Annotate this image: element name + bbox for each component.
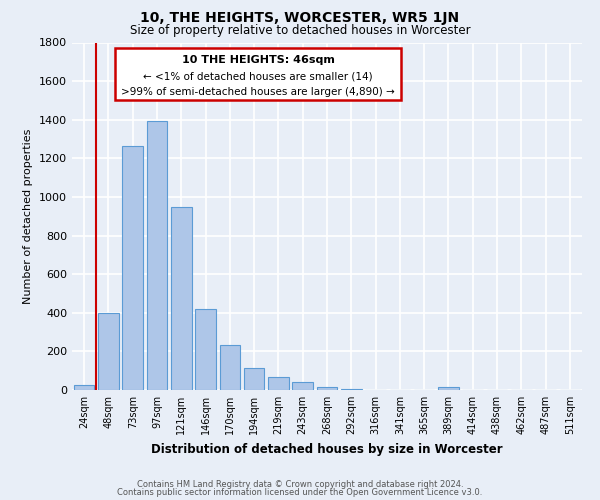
- Text: ← <1% of detached houses are smaller (14): ← <1% of detached houses are smaller (14…: [143, 72, 373, 82]
- Text: >99% of semi-detached houses are larger (4,890) →: >99% of semi-detached houses are larger …: [121, 87, 395, 97]
- Bar: [317, 387, 337, 390]
- Text: 10 THE HEIGHTS: 46sqm: 10 THE HEIGHTS: 46sqm: [182, 54, 335, 64]
- Bar: [122, 146, 143, 390]
- Bar: [220, 344, 240, 390]
- Bar: [171, 206, 191, 390]
- Bar: [74, 385, 94, 390]
- X-axis label: Distribution of detached houses by size in Worcester: Distribution of detached houses by size …: [151, 442, 503, 456]
- Text: Contains HM Land Registry data © Crown copyright and database right 2024.: Contains HM Land Registry data © Crown c…: [137, 480, 463, 489]
- Text: Contains public sector information licensed under the Open Government Licence v3: Contains public sector information licen…: [118, 488, 482, 497]
- Text: 10, THE HEIGHTS, WORCESTER, WR5 1JN: 10, THE HEIGHTS, WORCESTER, WR5 1JN: [140, 11, 460, 25]
- Bar: [268, 378, 289, 390]
- Bar: [98, 313, 119, 390]
- Bar: [146, 120, 167, 390]
- Bar: [292, 382, 313, 390]
- Y-axis label: Number of detached properties: Number of detached properties: [23, 128, 34, 304]
- Text: Size of property relative to detached houses in Worcester: Size of property relative to detached ho…: [130, 24, 470, 37]
- Bar: [341, 389, 362, 390]
- Bar: [244, 368, 265, 390]
- Bar: [438, 387, 459, 390]
- FancyBboxPatch shape: [115, 48, 401, 100]
- Bar: [195, 309, 216, 390]
